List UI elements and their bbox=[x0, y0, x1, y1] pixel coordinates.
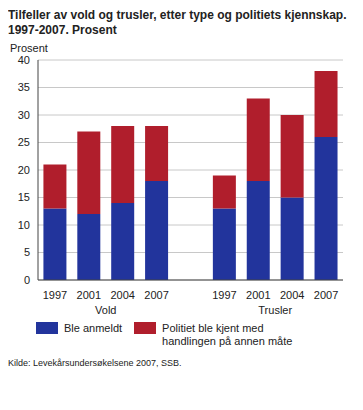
html-text:Kilde: Levekårsundersøkelsene: Kilde: Levekårsundersøkelsene 2007, SSB. bbox=[8, 358, 182, 368]
svg-text:30: 30 bbox=[18, 109, 30, 121]
svg-text:35: 35 bbox=[18, 81, 30, 93]
svg-text:0: 0 bbox=[24, 274, 30, 286]
html-text:Politiet ble kjent med handlin: Politiet ble kjent med handlingen på ann… bbox=[162, 322, 293, 347]
html-text:Ble anmeldt: Ble anmeldt bbox=[64, 322, 123, 334]
svg-text:Trusler: Trusler bbox=[258, 304, 292, 316]
svg-text:2007: 2007 bbox=[144, 289, 168, 301]
svg-text:1997: 1997 bbox=[212, 289, 236, 301]
svg-text:5: 5 bbox=[24, 246, 30, 258]
svg-text:2007: 2007 bbox=[314, 289, 338, 301]
svg-text:2001: 2001 bbox=[246, 289, 270, 301]
svg-text:15: 15 bbox=[18, 191, 30, 203]
svg-text:2004: 2004 bbox=[280, 289, 304, 301]
svg-text:1997: 1997 bbox=[43, 289, 67, 301]
svg-text:40: 40 bbox=[18, 54, 30, 66]
svg-text:2001: 2001 bbox=[77, 289, 101, 301]
svg-text:20: 20 bbox=[18, 164, 30, 176]
svg-text:10: 10 bbox=[18, 219, 30, 231]
html-text:Tilfeller av vold og trusler,: Tilfeller av vold og trusler, etter type… bbox=[8, 8, 347, 37]
svg-text:2004: 2004 bbox=[110, 289, 134, 301]
svg-text:25: 25 bbox=[18, 136, 30, 148]
svg-text:Vold: Vold bbox=[95, 304, 116, 316]
html-text:Prosent: Prosent bbox=[10, 42, 48, 54]
